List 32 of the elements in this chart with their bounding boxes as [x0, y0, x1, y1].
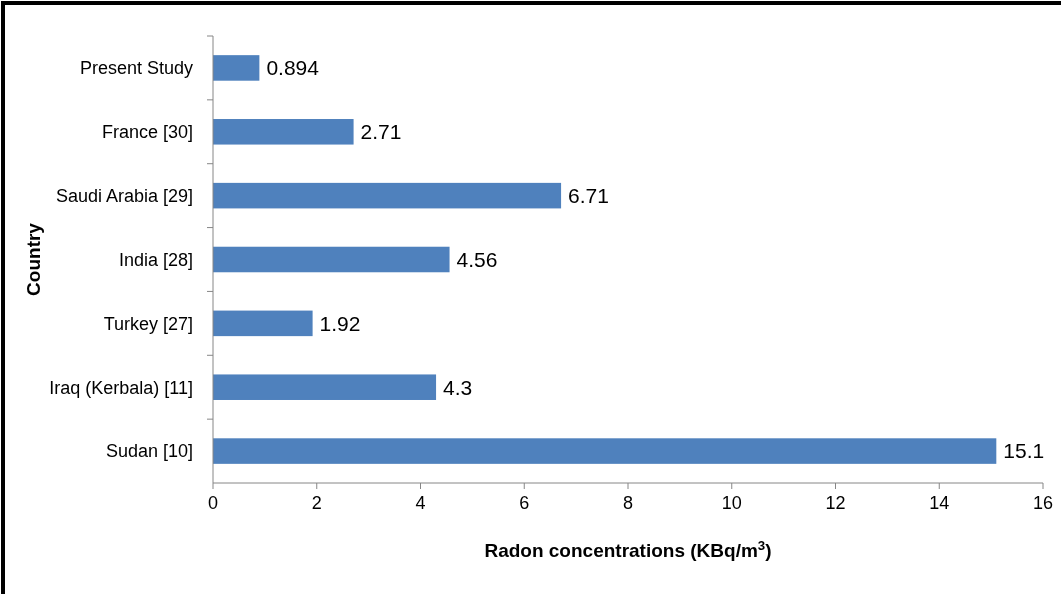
y-axis-title: Country [23, 222, 44, 296]
x-tick-label: 8 [622, 493, 634, 513]
y-tick-label: Turkey [27] [103, 313, 193, 334]
x-tick-label: 12 [825, 493, 846, 513]
x-tick-label: 10 [721, 493, 742, 513]
bar [213, 310, 313, 337]
y-tick-label: India [28] [118, 249, 193, 270]
y-tick-label: France [30] [101, 122, 193, 143]
bar [213, 438, 997, 464]
x-tick-label: 6 [519, 493, 530, 513]
x-tick-label: 16 [1032, 493, 1054, 513]
data-label: 0.894 [266, 56, 320, 80]
data-label: 15.1 [1003, 439, 1045, 463]
bar [213, 374, 437, 400]
data-label: 2.71 [360, 120, 402, 144]
x-tick-label: 0 [207, 493, 219, 513]
x-tick-label: 4 [415, 493, 426, 513]
data-label: 4.56 [456, 247, 498, 271]
y-tick-label: Present Study [79, 58, 193, 79]
x-axis-title: Radon concentrations (KBq/m$^{3}$) [484, 537, 772, 561]
x-tick-label: 2 [311, 493, 322, 513]
y-tick-label: Saudi Arabia [29] [55, 185, 193, 206]
y-tick-label: Iraq (Kerbala) [11] [49, 377, 193, 398]
data-label: 1.92 [319, 311, 361, 335]
data-label: 4.3 [443, 375, 473, 399]
bar [213, 55, 260, 81]
bar [213, 246, 450, 273]
x-tick-label: 14 [929, 493, 950, 513]
bar [213, 119, 354, 145]
bar [213, 182, 562, 209]
y-tick-label: Sudan [10] [105, 441, 193, 462]
data-label: 6.71 [568, 183, 609, 207]
